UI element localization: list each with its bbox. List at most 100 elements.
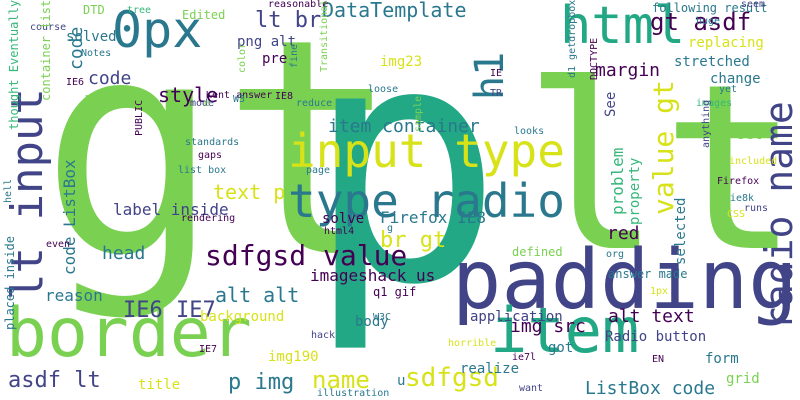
cloud-word: Firefox IE8 bbox=[380, 208, 486, 227]
cloud-word: lt bbox=[523, 36, 800, 303]
cloud-word: looks bbox=[514, 126, 545, 137]
cloud-word: even bbox=[46, 239, 71, 250]
cloud-word: label inside bbox=[113, 200, 229, 219]
cloud-word: background bbox=[200, 309, 285, 325]
cloud-word: sdfgsd bbox=[405, 363, 499, 393]
cloud-word: item container bbox=[328, 116, 480, 137]
cloud-word: IE8 bbox=[275, 91, 294, 102]
cloud-word: stretched bbox=[674, 54, 750, 70]
cloud-word: tree bbox=[127, 5, 152, 16]
cloud-word: IE bbox=[490, 68, 503, 79]
cloud-word: radio name bbox=[757, 101, 800, 330]
cloud-word: name bbox=[312, 366, 370, 394]
cloud-word: See bbox=[603, 91, 619, 117]
cloud-word: mode bbox=[190, 98, 215, 109]
cloud-word: included bbox=[729, 156, 778, 167]
cloud-word: images bbox=[696, 98, 733, 109]
cloud-word: gaps bbox=[198, 150, 223, 161]
cloud-word: answer made bbox=[608, 267, 688, 281]
cloud-word: d1 getdropbox bbox=[567, 0, 578, 79]
cloud-word: sdfgsd value bbox=[205, 239, 408, 272]
cloud-word: IE6 bbox=[66, 77, 85, 88]
cloud-word: illustration bbox=[317, 388, 390, 399]
cloud-word: container list bbox=[39, 0, 53, 102]
cloud-word: input type bbox=[288, 124, 565, 178]
cloud-word: alt alt bbox=[215, 283, 300, 307]
cloud-word: set bbox=[737, 127, 763, 143]
cloud-word: IE7 bbox=[199, 344, 218, 355]
cloud-word: title bbox=[138, 377, 181, 393]
cloud-word: seem bbox=[741, 0, 766, 10]
cloud-word: padding bbox=[452, 233, 798, 328]
cloud-word: img23 bbox=[380, 54, 423, 70]
cloud-word: style bbox=[158, 83, 219, 107]
cloud-word: text p bbox=[213, 180, 286, 204]
cloud-word: DTD bbox=[83, 3, 105, 17]
cloud-word: yet bbox=[719, 84, 738, 95]
cloud-word: html4 bbox=[324, 226, 355, 237]
cloud-word: IE6 IE7 bbox=[123, 298, 216, 323]
cloud-word: W3C bbox=[373, 312, 392, 323]
cloud-word: fine bbox=[289, 43, 300, 68]
cloud-word: thought Eventually bbox=[7, 0, 21, 131]
cloud-word: EN bbox=[652, 354, 665, 365]
cloud-word: following result bbox=[652, 1, 768, 15]
cloud-word: property bbox=[627, 157, 643, 225]
cloud-word: placed inside bbox=[3, 236, 17, 330]
cloud-word: asdf lt bbox=[8, 368, 101, 393]
cloud-word: ie8k bbox=[730, 193, 755, 204]
cloud-word: rendering bbox=[181, 213, 236, 224]
cloud-word: loose bbox=[368, 84, 399, 95]
cloud-word: huge bbox=[696, 16, 721, 27]
cloud-word: ListBox code bbox=[585, 378, 716, 399]
cloud-word: lt br bbox=[255, 8, 322, 33]
cloud-word: Radio button bbox=[605, 329, 707, 345]
cloud-word: anything bbox=[701, 99, 712, 148]
cloud-word: selected bbox=[673, 197, 689, 265]
cloud-word: DOCTYPE bbox=[589, 37, 600, 80]
cloud-word: img190 bbox=[268, 349, 319, 365]
cloud-word: png alt bbox=[237, 34, 297, 50]
cloud-word: CSS bbox=[727, 209, 746, 220]
cloud-word: code ListBox bbox=[60, 159, 79, 275]
cloud-word: imageshack us bbox=[310, 266, 436, 285]
cloud-word: reason bbox=[45, 286, 103, 305]
cloud-word: type radio bbox=[288, 174, 565, 228]
cloud-word: p bbox=[305, 0, 504, 357]
cloud-word: red bbox=[607, 223, 640, 244]
cloud-word: defined bbox=[512, 245, 563, 259]
cloud-word: solve bbox=[322, 211, 365, 227]
cloud-word: e bbox=[204, 98, 211, 109]
cloud-word: Firefox bbox=[717, 176, 760, 187]
cloud-word: ie7l bbox=[512, 352, 537, 363]
cloud-word: course bbox=[30, 22, 67, 33]
cloud-word: sample bbox=[413, 95, 424, 132]
cloud-word: PUBLIC bbox=[134, 99, 145, 136]
cloud-word: gt bbox=[40, 0, 402, 324]
cloud-word: form bbox=[705, 351, 739, 367]
cloud-word: horrible bbox=[448, 338, 497, 349]
cloud-word: application bbox=[470, 309, 563, 325]
cloud-word: 0px bbox=[112, 1, 203, 59]
cloud-word: solved bbox=[66, 29, 117, 45]
cloud-word: grid bbox=[726, 371, 760, 387]
cloud-word: runs bbox=[744, 203, 769, 214]
cloud-word: Kent answer bbox=[206, 90, 273, 101]
cloud-word: want bbox=[519, 383, 544, 394]
cloud-word: org bbox=[606, 249, 625, 260]
cloud-word: DataTemplate bbox=[322, 0, 467, 22]
cloud-word: margin bbox=[595, 60, 661, 81]
cloud-word: body bbox=[355, 314, 389, 330]
cloud-word: Edited bbox=[182, 8, 226, 22]
cloud-word: p img bbox=[228, 370, 295, 395]
cloud-word: got bbox=[548, 340, 574, 356]
cloud-word: problem bbox=[608, 147, 627, 215]
cloud-word: replacing bbox=[688, 35, 764, 51]
cloud-word: color bbox=[237, 42, 248, 73]
cloud-word: alt text bbox=[608, 306, 695, 327]
cloud-word: g bbox=[387, 223, 394, 234]
cloud-word: marked bbox=[85, 91, 136, 107]
cloud-word: Notes bbox=[81, 48, 112, 59]
cloud-word: img src bbox=[510, 316, 586, 337]
